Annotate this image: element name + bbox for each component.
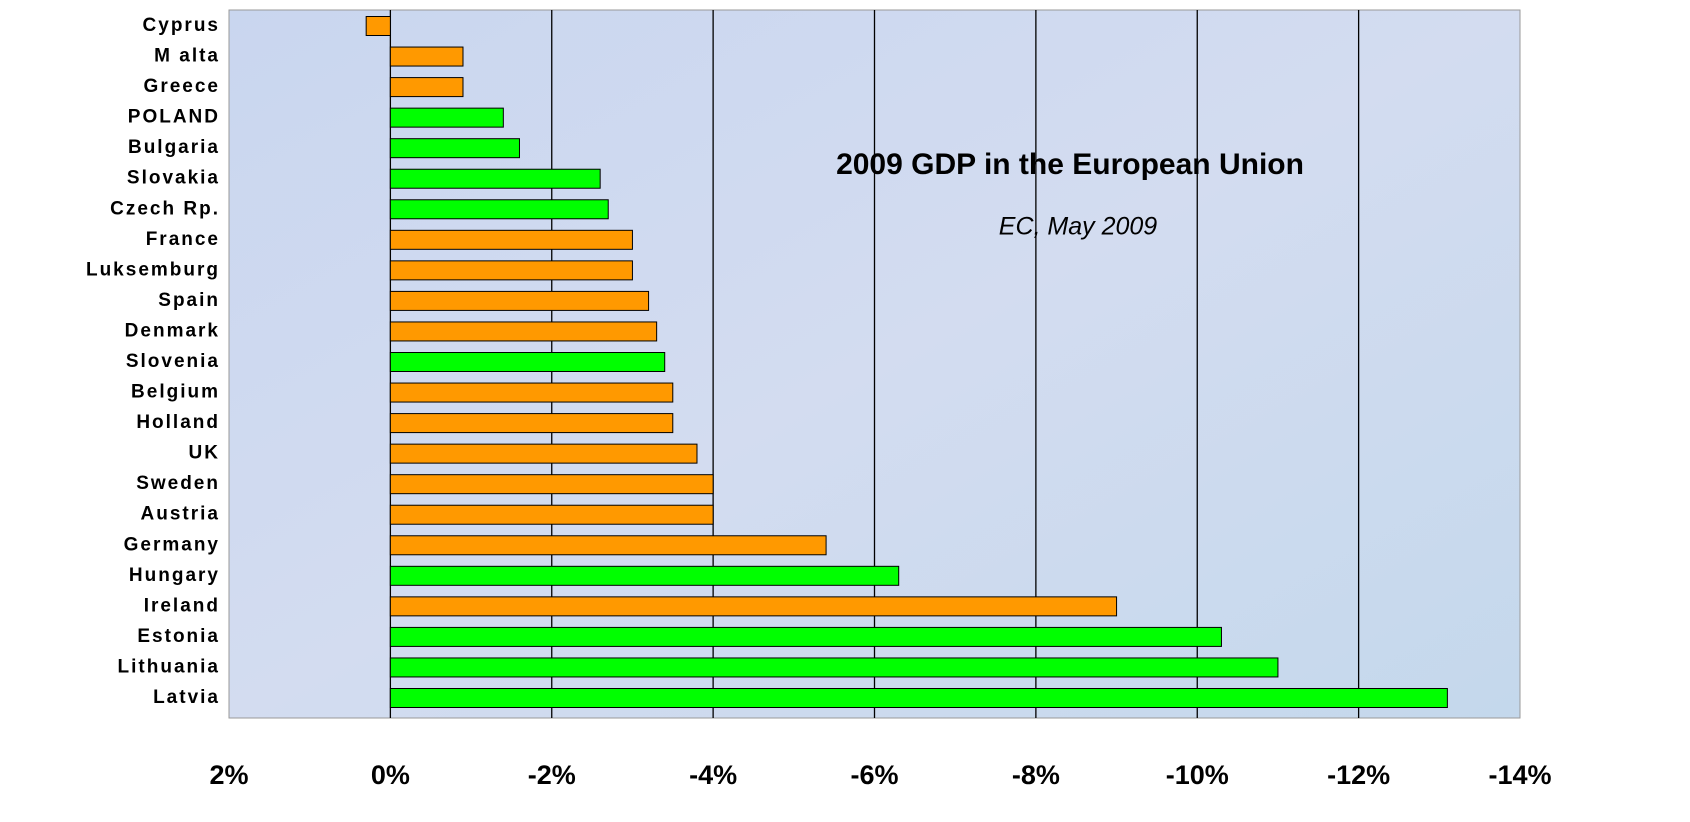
bar [389, 168, 601, 189]
y-tick-label: Czech Rp. [110, 198, 220, 219]
x-tick-label: -10% [1166, 760, 1229, 790]
y-tick-label: Slovakia [127, 168, 220, 189]
y-tick-label: Slovenia [126, 351, 220, 372]
bar [389, 596, 1118, 617]
y-tick-label: Lithuania [118, 656, 220, 677]
y-tick-label: Latvia [153, 687, 220, 708]
bar [365, 16, 391, 36]
x-tick-label: -2% [528, 760, 576, 790]
y-tick-label: Bulgaria [128, 137, 220, 158]
bar [389, 657, 1279, 678]
bar [389, 229, 633, 250]
bar [389, 474, 714, 495]
y-tick-label: M alta [154, 46, 220, 67]
bar [389, 688, 1448, 708]
bar [389, 199, 609, 220]
bar [389, 443, 698, 464]
x-tick-label: -6% [850, 760, 898, 790]
y-tick-label: Greece [144, 76, 220, 97]
y-tick-label: Germany [124, 534, 220, 555]
bar [389, 504, 714, 525]
bar [389, 260, 633, 281]
x-tick-label: -8% [1012, 760, 1060, 790]
y-tick-label: UK [189, 443, 220, 464]
bar [389, 413, 674, 434]
x-tick-label: -4% [689, 760, 737, 790]
y-tick-label: Sweden [136, 473, 220, 494]
bar [389, 565, 900, 586]
y-tick-label: POLAND [128, 107, 220, 128]
y-tick-label: Spain [158, 290, 220, 311]
bar [389, 46, 464, 67]
x-tick-label: 2% [209, 760, 248, 790]
y-tick-label: Ireland [144, 595, 220, 616]
y-tick-label: Austria [141, 504, 220, 525]
bar [389, 138, 520, 159]
y-tick-label: Denmark [125, 320, 220, 341]
x-tick-label: -14% [1488, 760, 1551, 790]
y-tick-label: France [146, 229, 220, 250]
x-tick-label: -12% [1327, 760, 1390, 790]
y-tick-label: Cyprus [143, 15, 220, 36]
chart-title: 2009 GDP in the European Union [836, 148, 1304, 181]
y-tick-label: Belgium [131, 382, 220, 403]
chart-subtitle: EC, May 2009 [999, 213, 1158, 241]
y-tick-label: Holland [136, 412, 220, 433]
y-tick-label: Luksemburg [86, 259, 220, 280]
y-tick-label: Estonia [137, 626, 220, 647]
bar [389, 321, 658, 342]
bar [389, 352, 666, 372]
bar [389, 77, 464, 98]
bar [389, 382, 674, 403]
bar [389, 290, 650, 311]
y-tick-label: Hungary [129, 565, 220, 586]
bar [389, 535, 827, 556]
bar [389, 626, 1222, 647]
x-tick-label: 0% [371, 760, 410, 790]
bar [389, 107, 504, 128]
